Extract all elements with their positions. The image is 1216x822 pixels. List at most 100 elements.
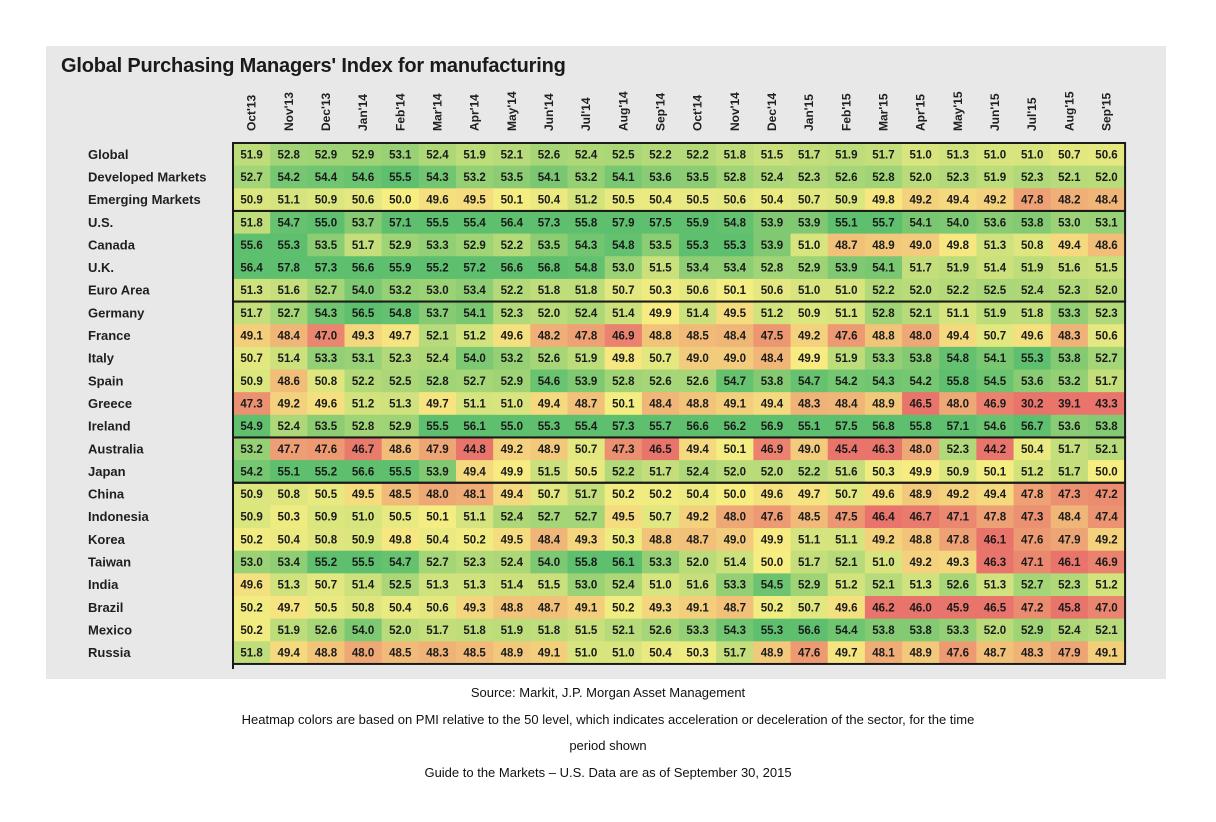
heatmap-cell [902,482,940,506]
row-label: Canada [88,237,136,252]
cell-value: 50.3 [649,285,671,297]
heatmap-cell [456,143,494,167]
cell-value: 52.8 [872,308,895,320]
heatmap-cell [233,505,271,529]
cell-value: 51.4 [686,308,709,320]
heatmap-cell [307,482,345,506]
cell-value: 51.5 [538,580,561,592]
cell-value: 53.8 [909,625,932,637]
cell-value: 53.8 [1058,353,1081,365]
heatmap-cell [493,618,531,642]
heatmap-cell [418,573,457,597]
heatmap-cell [679,324,717,348]
heatmap-cell [604,437,643,461]
heatmap-cell [1013,460,1052,484]
cell-value: 52.0 [984,625,1006,637]
heatmap-cell [1013,278,1052,302]
cell-value: 52.9 [798,263,820,275]
cell-value: 52.6 [835,172,857,184]
cell-value: 52.0 [909,172,931,184]
cell-value: 54.8 [575,263,598,275]
cell-value: 48.1 [463,489,486,501]
cell-value: 45.4 [835,444,858,456]
heatmap-cells: 51.9 52.8 52.9 52.9 53.1 52.4 51.9 52.1 52.6 52.4… [233,143,1126,665]
heatmap-cell [530,505,568,529]
cell-value: 55.7 [872,217,894,229]
heatmap-cell [641,437,680,461]
column-label: Sep'14 [653,92,667,131]
heatmap-cell [976,143,1014,167]
cell-value: 51.6 [1058,263,1080,275]
heatmap-cell [939,301,977,325]
cell-value: 54.8 [947,353,970,365]
column-label: Oct'14 [691,94,705,131]
cell-value: 51.1 [278,195,301,207]
heatmap-cell [567,256,606,280]
heatmap-cell [604,369,643,393]
heatmap-cell [976,596,1014,620]
cell-value: 53.4 [724,263,747,275]
heatmap-cell [344,550,383,574]
cell-value: 54.6 [984,421,1006,433]
heatmap-cell [827,596,866,620]
cell-value: 50.9 [240,195,262,207]
heatmap-cell [344,573,383,597]
heatmap-cell [604,482,643,506]
heatmap-cell [827,641,866,665]
heatmap-cell [641,460,680,484]
cell-value: 51.2 [1095,580,1117,592]
heatmap-cell [604,460,643,484]
heatmap-cell [1013,188,1052,212]
heatmap-cell [976,414,1014,438]
heatmap-cell [939,346,977,370]
heatmap-cell [753,460,791,484]
column-label: Apr'15 [914,94,928,131]
heatmap-cell [827,301,866,325]
heatmap-cell [716,618,754,642]
cell-value: 55.2 [315,557,337,569]
heatmap-cell [939,143,977,167]
cell-value: 49.1 [240,331,263,343]
cell-value: 49.7 [798,489,820,501]
cell-value: 51.3 [984,240,1006,252]
heatmap-cell [716,256,754,280]
cell-value: 50.2 [240,602,262,614]
heatmap-cell [493,369,531,393]
cell-value: 52.9 [389,421,411,433]
cell-value: 51.0 [909,149,931,161]
heatmap-cell [307,143,345,167]
heatmap-cell [716,641,754,665]
heatmap-cell [567,414,606,438]
cell-value: 48.7 [835,240,857,252]
heatmap-cell [418,392,457,416]
heatmap-cell [344,528,383,552]
cell-value: 52.6 [649,376,671,388]
cell-value: 57.5 [835,421,858,433]
cell-value: 54.7 [798,376,820,388]
cell-value: 49.0 [909,240,931,252]
heatmap-cell [604,528,643,552]
cell-value: 51.1 [947,308,970,320]
heatmap-cell [344,165,383,189]
cell-value: 53.2 [501,353,523,365]
cell-value: 49.8 [872,195,895,207]
row-label: Developed Markets [88,169,207,184]
heatmap-cell [864,596,903,620]
cell-value: 46.7 [909,512,931,524]
heatmap-cell [976,482,1014,506]
cell-value: 52.3 [947,444,969,456]
cell-value: 56.6 [798,625,820,637]
cell-value: 53.6 [1021,376,1043,388]
heatmap-cell [233,550,271,574]
cell-value: 47.9 [1058,648,1080,660]
cell-value: 50.2 [612,489,634,501]
heatmap-cell [307,528,345,552]
cell-value: 50.4 [426,534,449,546]
cell-value: 57.1 [389,217,412,229]
cell-value: 49.1 [686,602,709,614]
heatmap-cell [1050,596,1089,620]
cell-value: 47.3 [1058,489,1080,501]
heatmap-cell [456,165,494,189]
cell-value: 48.5 [463,648,486,660]
heatmap-cell [679,460,717,484]
